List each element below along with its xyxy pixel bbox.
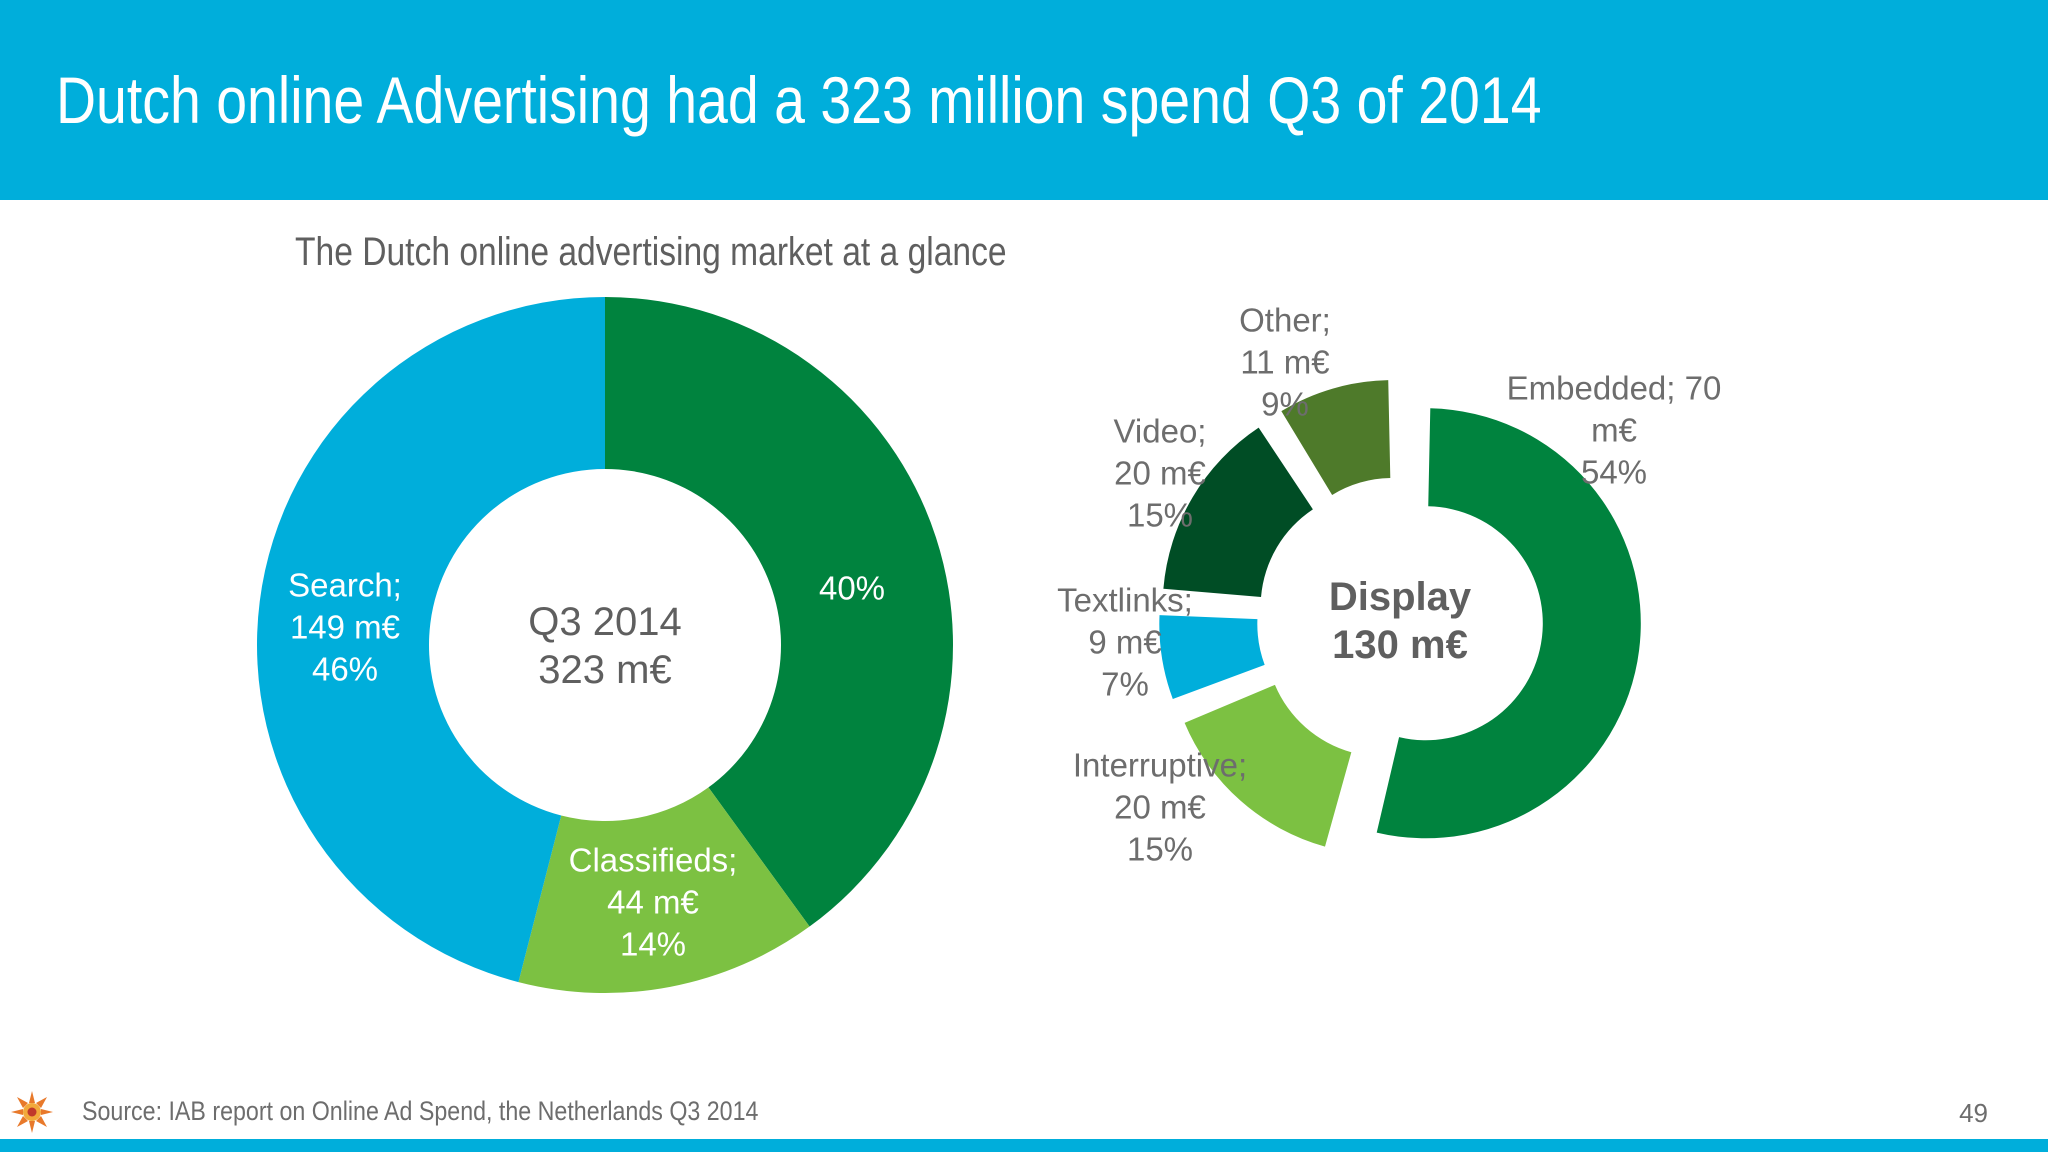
footer-band: [0, 1139, 2048, 1152]
slide-title: Dutch online Advertising had a 323 milli…: [56, 63, 1542, 137]
label-search: Search; 149 m€ 46%: [288, 567, 402, 688]
slice-video: [1163, 427, 1313, 597]
market-donut-chart: 40% Classifieds; 44 m€ 14% Search; 149 m€ 46% Q…: [256, 297, 953, 993]
slice-embedded: [1376, 408, 1641, 839]
slice-classifieds: [518, 787, 810, 993]
display-breakdown-chart: Embedded; 70 m€ 54% Interruptive; 20 m€ 15% Te…: [1057, 302, 1721, 868]
source-note: Source: IAB report on Online Ad Spend, t…: [82, 1096, 759, 1126]
slice-interruptive: [1184, 684, 1352, 847]
chart-subtitle: The Dutch online advertising market at a…: [295, 230, 1007, 274]
label-classifieds: Classifieds; 44 m€ 14%: [569, 842, 738, 963]
slice-other: [1281, 380, 1391, 495]
slice-display: [605, 297, 953, 927]
label-embedded: Embedded; 70 m€ 54%: [1507, 370, 1722, 491]
slice-textlinks: [1159, 615, 1265, 700]
page-number: 49: [1959, 1098, 1988, 1128]
center-label: Display 130 m€: [1329, 575, 1472, 667]
label-textlinks: Textlinks; 9 m€ 7%: [1057, 582, 1193, 703]
slice-search: [256, 297, 605, 983]
label-other: Other; 11 m€ 9%: [1239, 302, 1331, 423]
center-label: Q3 2014 323 m€: [528, 600, 681, 692]
label-video: Video; 20 m€ 15%: [1114, 413, 1207, 534]
label-display: 40%: [819, 570, 885, 607]
label-interruptive: Interruptive; 20 m€ 15%: [1073, 747, 1247, 868]
sun-logo-icon: [11, 1091, 53, 1133]
header-band: [0, 0, 2048, 200]
